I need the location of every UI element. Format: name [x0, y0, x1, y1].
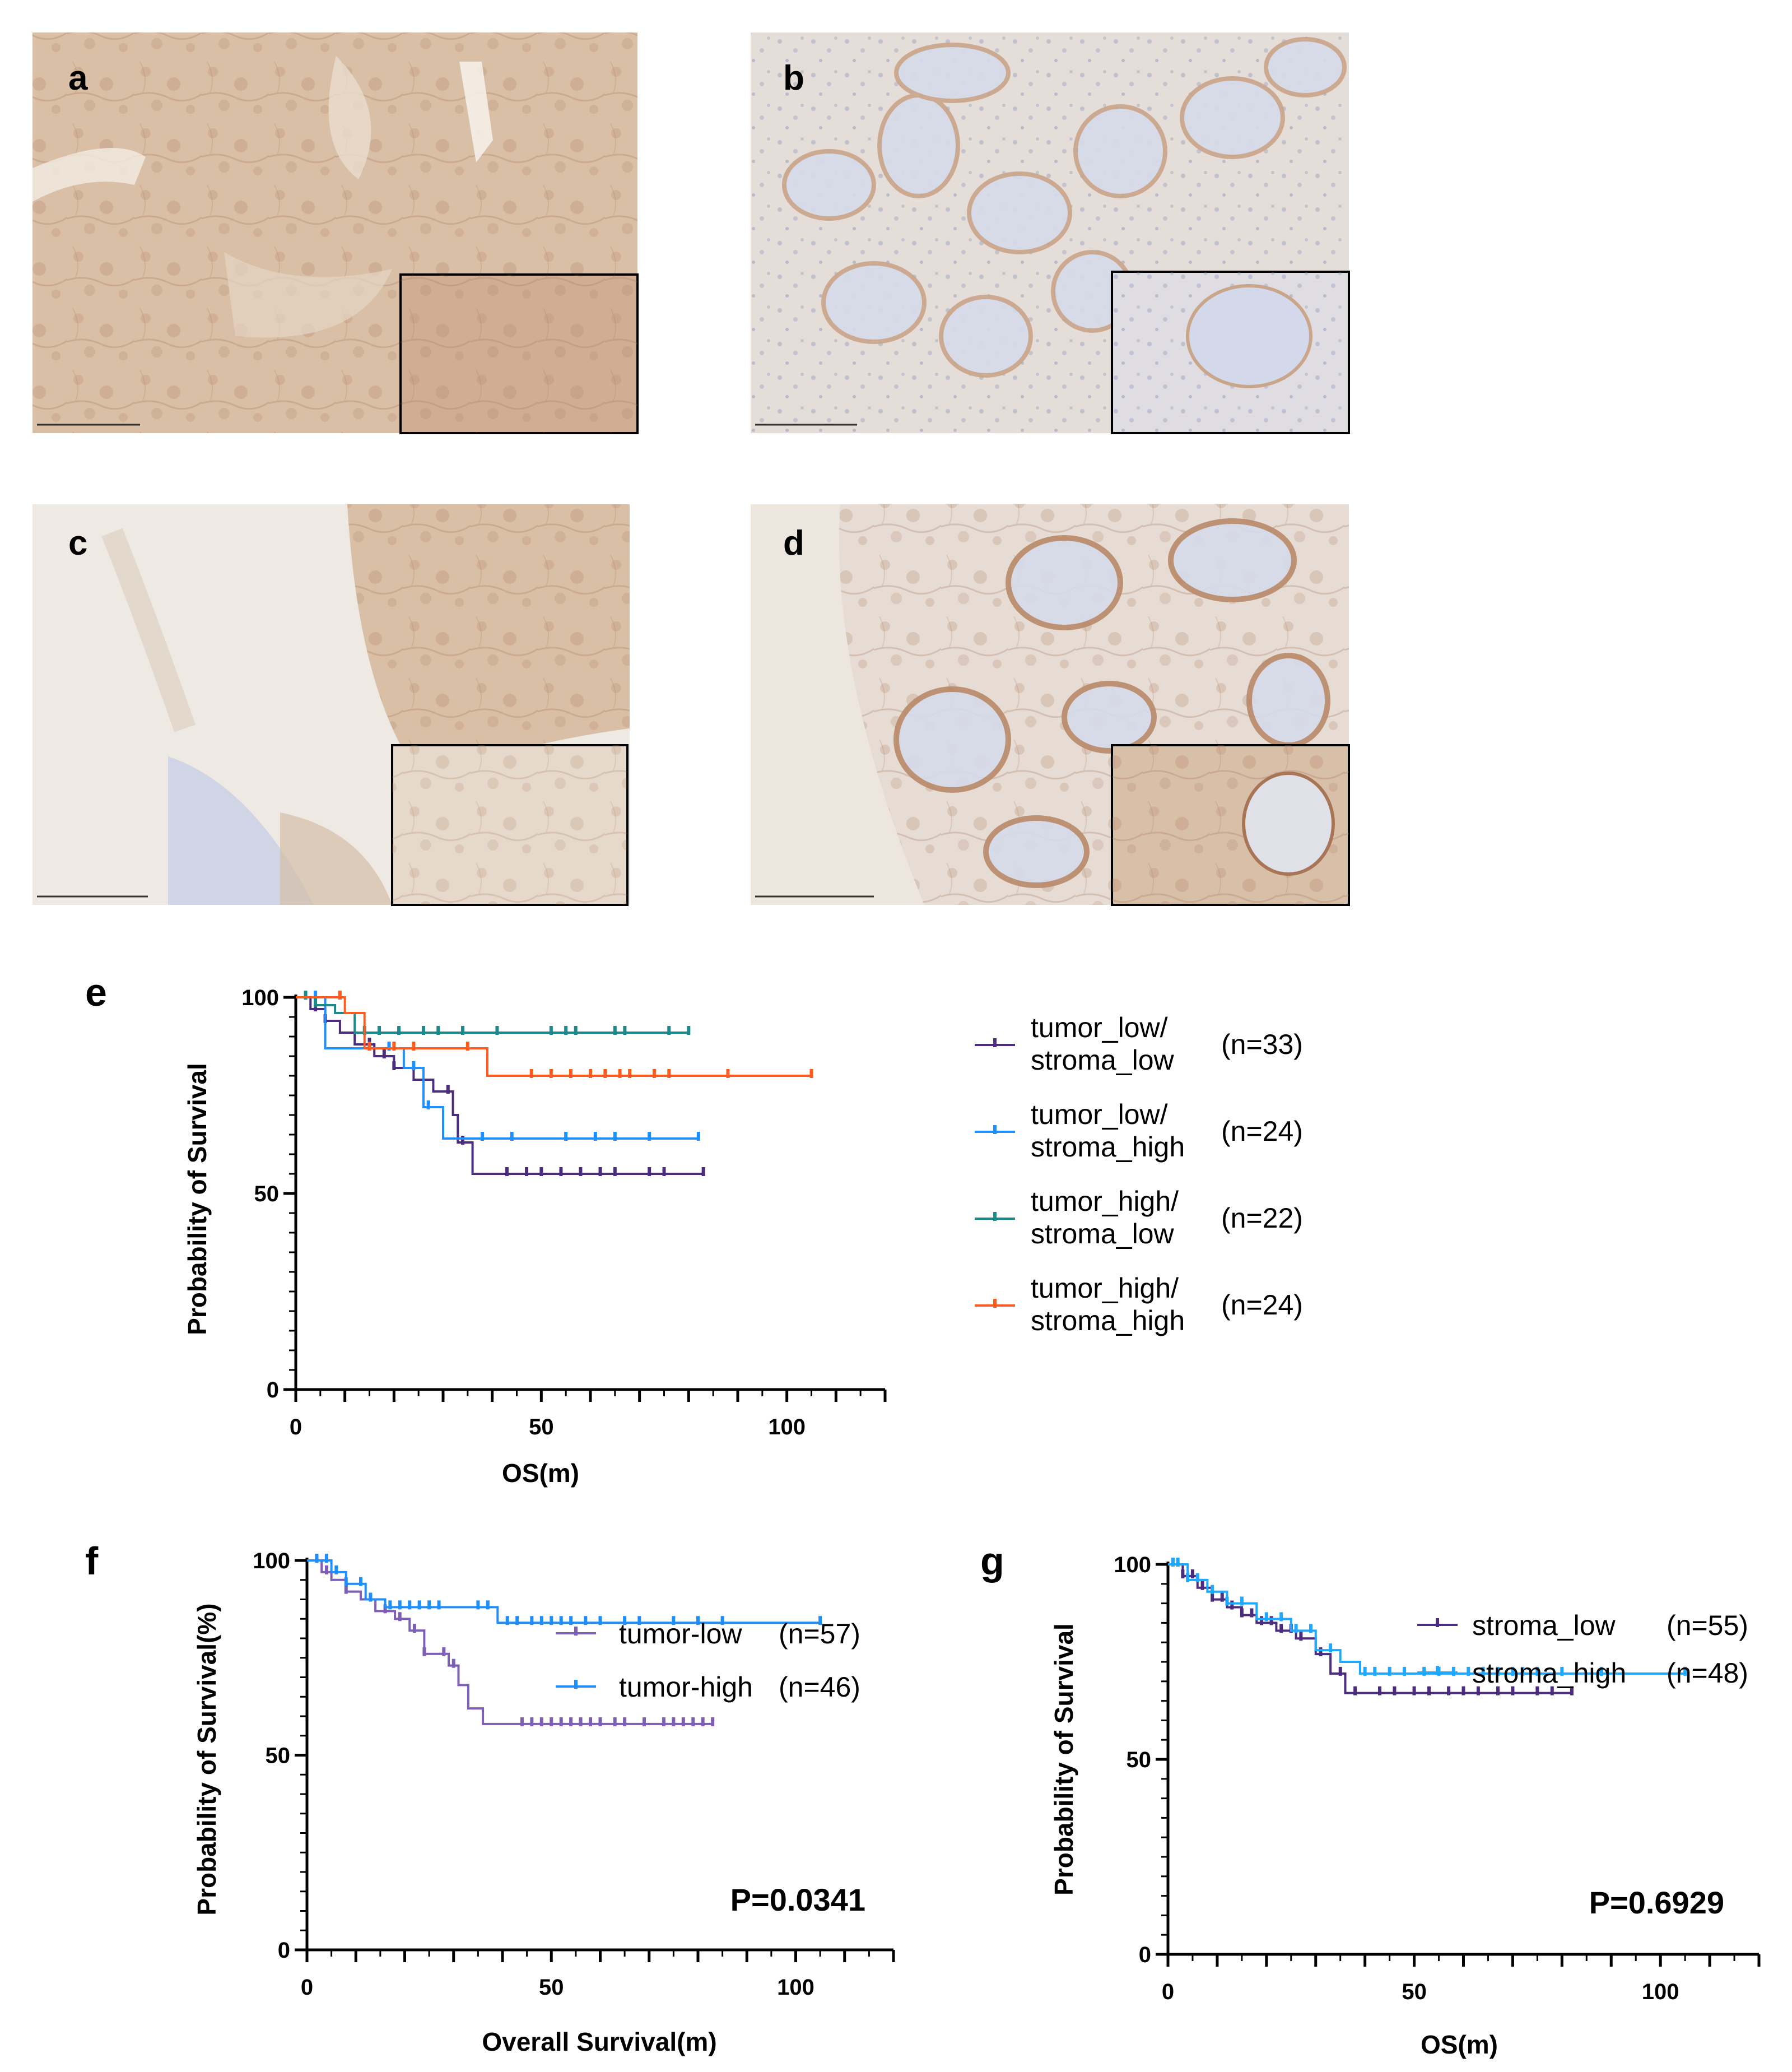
x-axis-label-e: OS(m) — [502, 1458, 579, 1488]
survival-curve-2 — [296, 996, 689, 1034]
legend-n: (n=22) — [1221, 1202, 1303, 1234]
x-tick-label: 0 — [1162, 1980, 1174, 2004]
panel-f: f Probability of Survival(%) Overall Sur… — [85, 1539, 895, 2056]
panel-label-d: d — [783, 524, 804, 563]
panel-label-c: c — [68, 524, 87, 563]
p-value-f: P=0.0341 — [730, 1882, 865, 1917]
panel-a: a — [32, 32, 639, 434]
panel-e: e Probability of Survival OS(m) 0 50 100 0 5… — [85, 970, 1303, 1488]
legend-n: (n=48) — [1667, 1657, 1748, 1689]
legend-label-line1: tumor_low/ — [1031, 1012, 1168, 1043]
y-tick-label: 0 — [278, 1938, 290, 1963]
survival-curve-0 — [307, 1559, 713, 1725]
panel-label-f: f — [85, 1539, 99, 1583]
legend-g: stroma_low (n=55) stroma_high (n=48) — [1417, 1610, 1748, 1689]
x-tick-label: 50 — [1402, 1980, 1427, 2004]
survival-curve-3 — [296, 996, 812, 1077]
legend-f: tumor-low (n=57) tumor-high (n=46) — [556, 1618, 860, 1703]
panel-label-g: g — [980, 1539, 1004, 1583]
x-tick-label: 0 — [290, 1415, 302, 1439]
x-tick-label: 50 — [529, 1415, 554, 1439]
panel-label-e: e — [85, 970, 107, 1014]
panel-d: d — [751, 504, 1350, 906]
panel-b: b — [751, 32, 1350, 434]
x-tick-label: 0 — [301, 1975, 313, 2000]
legend-label-line2: stroma_low — [1031, 1218, 1175, 1249]
legend-n: (n=24) — [1221, 1116, 1303, 1147]
legend-label-line2: stroma_low — [1031, 1044, 1175, 1076]
legend-label-line1: tumor_high/ — [1031, 1272, 1179, 1304]
legend-e: tumor_low/stroma_low (n=33) tumor_low/stro… — [975, 1012, 1303, 1336]
y-tick-label: 50 — [254, 1182, 280, 1206]
x-axis-label-f: Overall Survival(m) — [482, 2027, 716, 2056]
legend-n: (n=55) — [1667, 1610, 1748, 1641]
survival-curve-0 — [296, 996, 704, 1175]
panel-label-b: b — [783, 59, 804, 97]
legend-n: (n=24) — [1221, 1289, 1303, 1321]
y-tick-label: 50 — [1127, 1748, 1152, 1772]
x-axis-label-g: OS(m) — [1421, 2030, 1498, 2059]
y-tick-label: 100 — [253, 1549, 290, 1573]
legend-label-line2: stroma_high — [1031, 1305, 1185, 1336]
legend-n: (n=57) — [779, 1618, 860, 1650]
legend-label: stroma_low — [1472, 1610, 1616, 1641]
y-axis-label-g: Probability of Survival — [1049, 1623, 1078, 1896]
p-value-g: P=0.6929 — [1589, 1885, 1724, 1920]
legend-label: stroma_high — [1472, 1657, 1626, 1689]
legend-n: (n=46) — [779, 1671, 860, 1703]
y-tick-label: 50 — [266, 1744, 291, 1768]
plot-area-e: 0 50 100 0 50 100 — [241, 986, 887, 1439]
y-tick-label: 0 — [267, 1378, 279, 1402]
y-tick-label: 100 — [1114, 1553, 1151, 1577]
x-tick-label: 100 — [777, 1975, 814, 2000]
survival-curve-1 — [307, 1559, 821, 1624]
plot-area-f: 0 50 100 0 50 100 — [253, 1549, 895, 2000]
y-axis-label-f: Probability of Survival(%) — [192, 1603, 221, 1915]
survival-curve-1 — [296, 996, 699, 1140]
panel-label-a: a — [68, 59, 88, 97]
legend-label-line2: stroma_high — [1031, 1131, 1185, 1163]
plot-area-g: 0 50 100 0 50 100 — [1114, 1553, 1761, 2004]
y-axis-label-e: Probability of Survival — [183, 1063, 212, 1335]
legend-label: tumor-low — [619, 1618, 742, 1650]
x-tick-label: 100 — [768, 1415, 806, 1439]
x-tick-label: 50 — [539, 1975, 564, 2000]
legend-label-line1: tumor_high/ — [1031, 1186, 1179, 1217]
legend-label: tumor-high — [619, 1671, 753, 1703]
panel-g: g Probability of Survival OS(m) 0 50 100 0 5… — [980, 1539, 1761, 2059]
survival-curve-1 — [1168, 1563, 1686, 1675]
legend-label-line1: tumor_low/ — [1031, 1099, 1168, 1130]
panel-c: c — [32, 504, 630, 906]
y-tick-label: 0 — [1139, 1943, 1151, 1967]
x-tick-label: 100 — [1642, 1980, 1679, 2004]
y-tick-label: 100 — [241, 986, 279, 1010]
legend-n: (n=33) — [1221, 1029, 1303, 1060]
